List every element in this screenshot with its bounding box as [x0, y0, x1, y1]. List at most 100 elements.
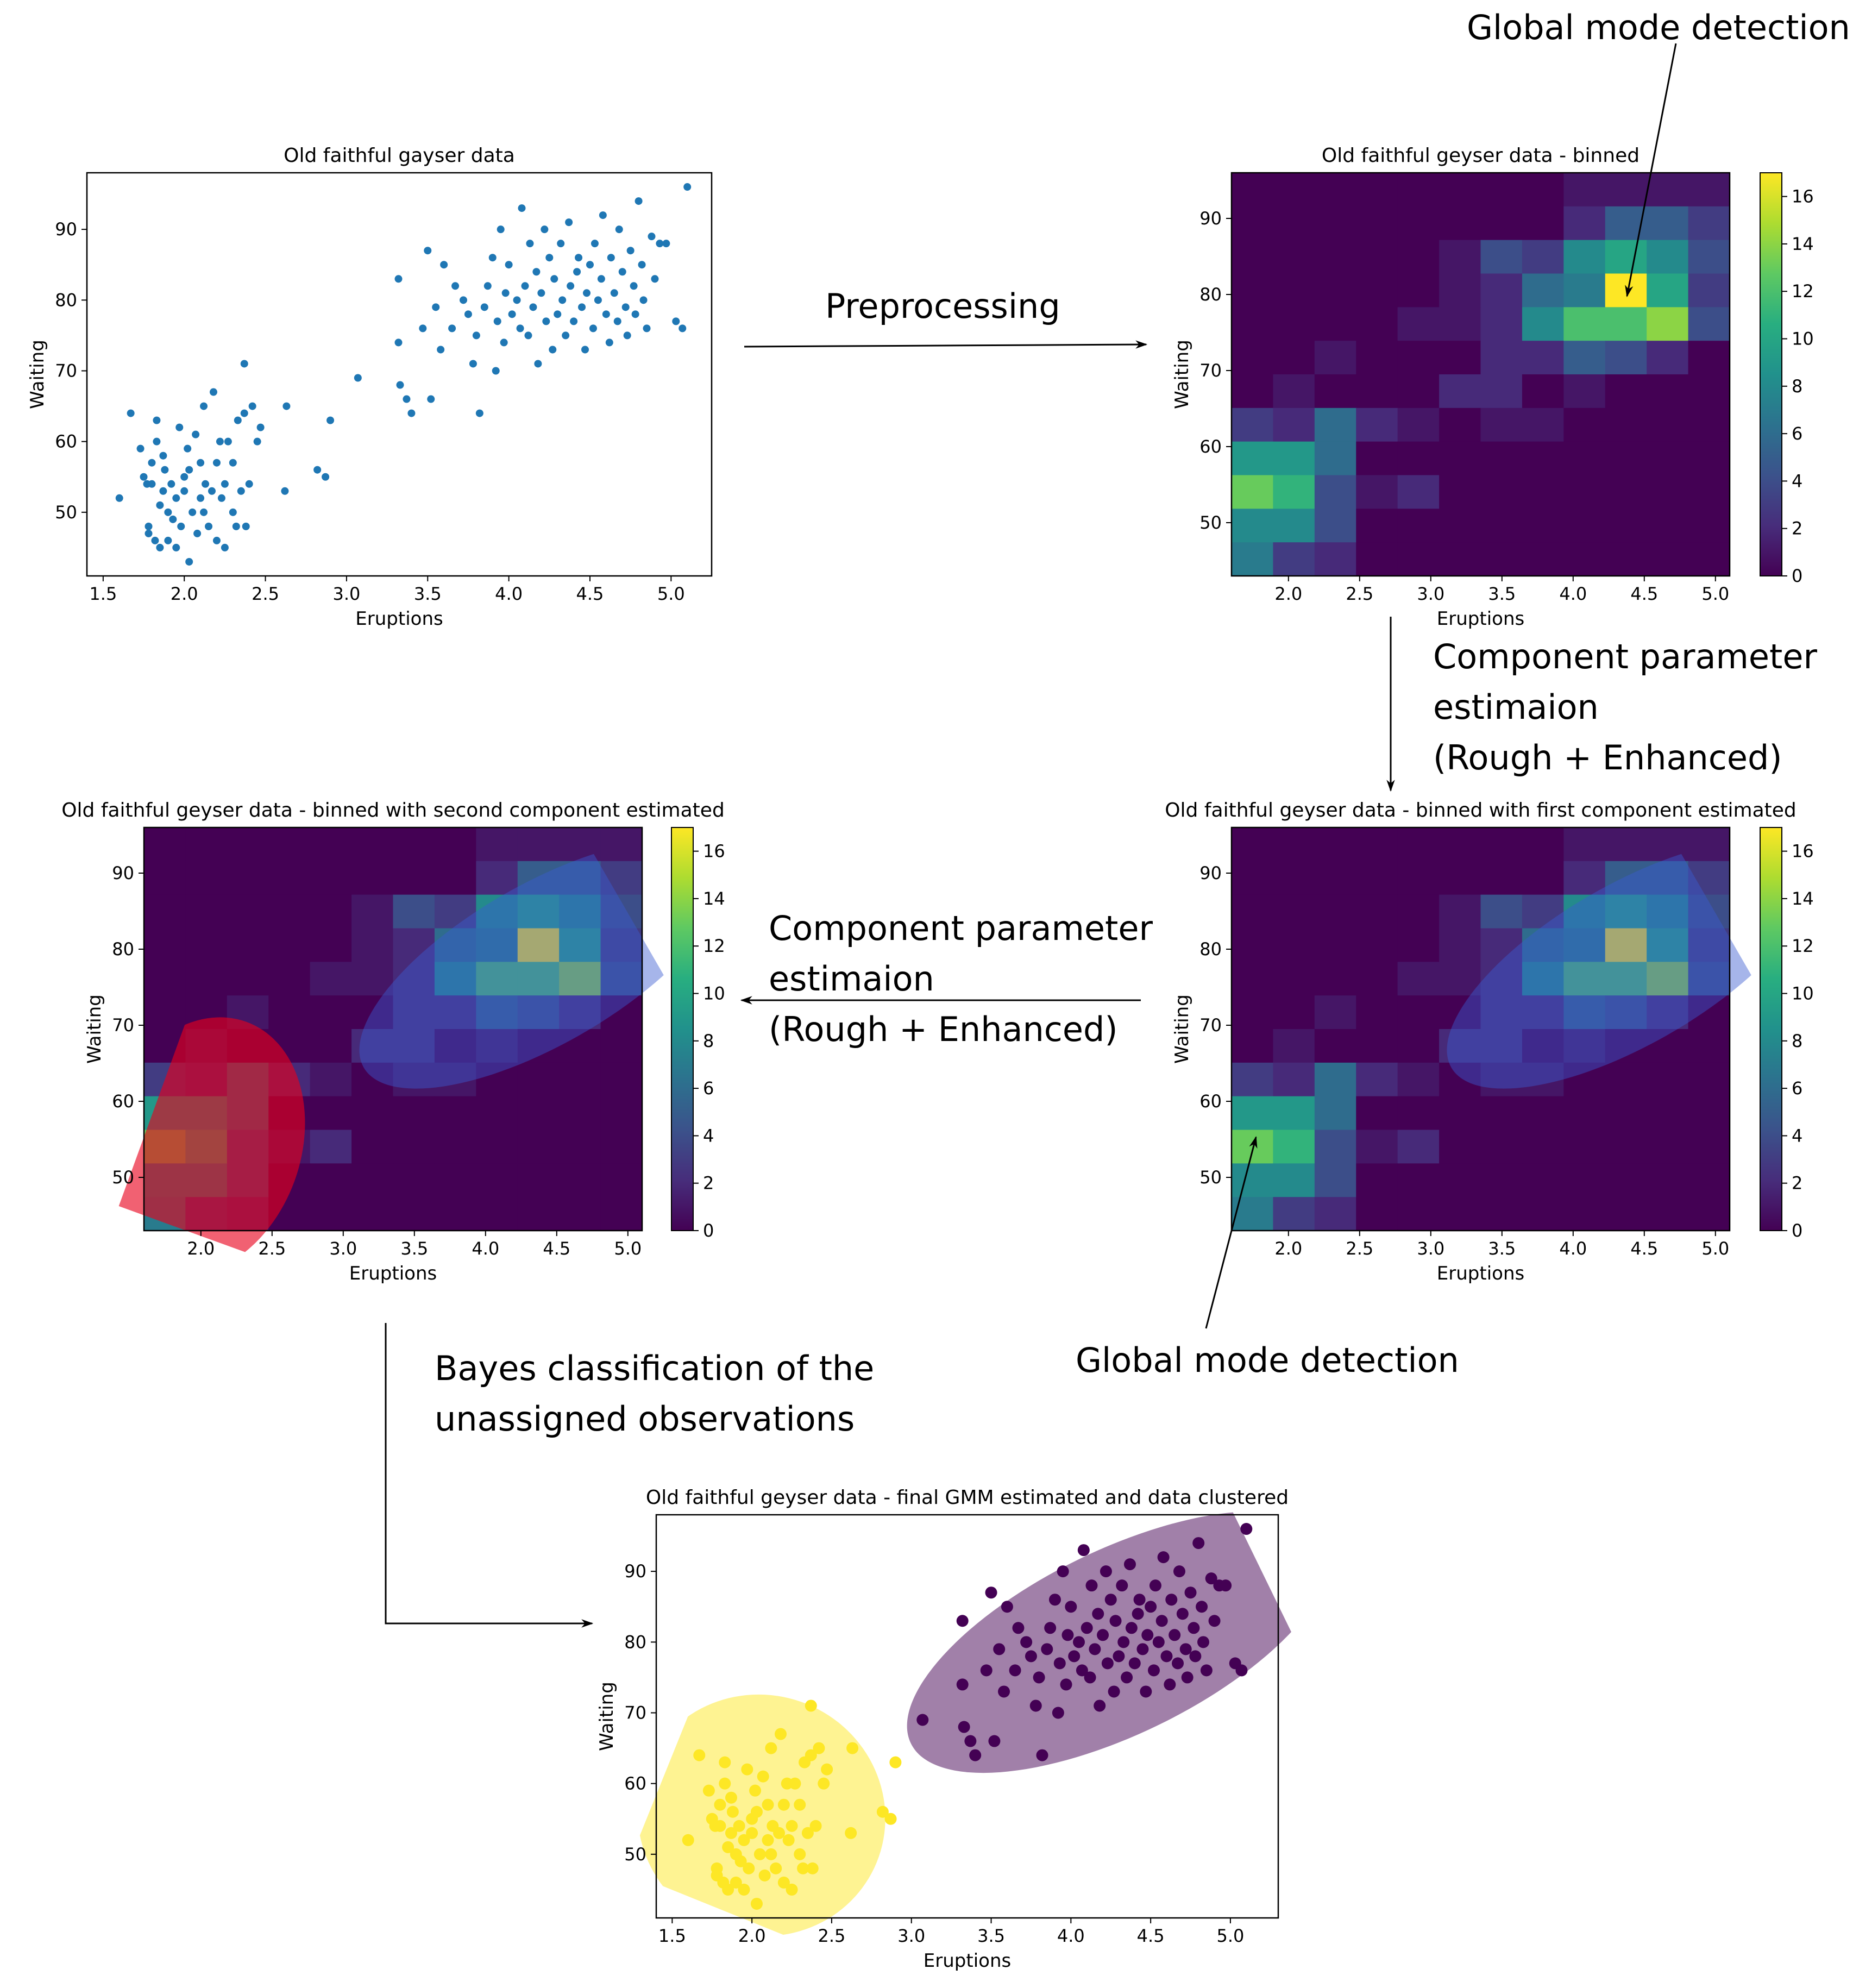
heatmap-cell — [1688, 1096, 1730, 1131]
y-tick-label: 70 — [112, 1015, 134, 1036]
colorbar-gradient — [1760, 172, 1782, 576]
heatmap-cell — [476, 1197, 518, 1231]
heatmap-cell — [1439, 1130, 1481, 1164]
heatmap-cell — [1480, 407, 1523, 442]
heatmap-cell — [1314, 307, 1356, 341]
data-point — [1160, 1650, 1173, 1663]
heatmap-cell — [310, 962, 352, 996]
data-point — [554, 310, 562, 318]
x-axis-label: Eruptions — [1437, 608, 1524, 630]
heatmap-cell — [185, 928, 228, 962]
heatmap-cell — [600, 1130, 643, 1164]
heatmap-cell — [1563, 1096, 1606, 1131]
cpe-middle-line3: (Rough + Enhanced) — [769, 1009, 1118, 1049]
heatmap-cell — [1647, 206, 1689, 241]
data-point — [683, 183, 692, 191]
heatmap-cell — [1688, 475, 1730, 509]
data-point — [253, 437, 261, 446]
data-point — [1041, 1643, 1053, 1655]
heatmap-cell — [1563, 307, 1606, 341]
x-tick-label: 5.0 — [1701, 1238, 1729, 1259]
heatmap-cell — [1439, 509, 1481, 543]
data-point — [1189, 1650, 1202, 1663]
heatmap-cell — [393, 1197, 435, 1231]
heatmap-cell — [1232, 827, 1274, 862]
heatmap-cell — [1647, 542, 1689, 576]
data-point — [185, 557, 193, 566]
heatmap-cell — [1356, 441, 1398, 476]
heatmap-cell — [1480, 307, 1523, 341]
y-axis-label: Waiting — [84, 994, 105, 1064]
heatmap-cell — [1605, 374, 1647, 409]
heatmap-cell — [1273, 206, 1315, 241]
heatmap-cell — [1605, 509, 1647, 543]
data-point — [770, 1862, 782, 1874]
heatmap-cell — [1397, 273, 1440, 308]
heatmap-binned — [1232, 173, 1730, 576]
heatmap-cell — [559, 894, 601, 929]
data-point — [200, 402, 208, 410]
x-tick-label: 4.0 — [1559, 584, 1587, 604]
heatmap-cell — [1522, 307, 1564, 341]
heatmap-cell — [393, 894, 435, 929]
colorbar-gradient — [1760, 827, 1782, 1231]
data-point — [615, 225, 623, 234]
heatmap-cell — [1647, 173, 1689, 207]
heatmap-cell — [476, 928, 518, 962]
data-point — [212, 459, 221, 467]
colorbar-tick-label: 8 — [1792, 376, 1802, 397]
heatmap-cell — [1522, 928, 1564, 962]
heatmap-cell — [1688, 1029, 1730, 1063]
heatmap-cell — [1480, 894, 1523, 929]
heatmap-cell — [268, 928, 311, 962]
y-tick-label: 70 — [55, 360, 77, 381]
x-tick-label: 4.5 — [1630, 1238, 1658, 1259]
heatmap-cell — [1480, 509, 1523, 543]
heatmap-cell — [1605, 861, 1647, 895]
data-point — [786, 1820, 798, 1832]
heatmap-cell — [1522, 1130, 1564, 1164]
heatmap-cell — [1397, 509, 1440, 543]
heatmap-cell — [1647, 407, 1689, 442]
heatmap-cell — [1356, 1062, 1398, 1097]
data-point — [672, 317, 680, 325]
axes-first: 2.0 2.5 3.0 3.5 4.0 4.5 5.0 50 60 70 80 90 Old faith… — [1165, 799, 1797, 1284]
data-point — [1068, 1650, 1081, 1663]
data-point — [281, 487, 289, 495]
preprocessing-label: Preprocessing — [825, 286, 1060, 326]
heatmap-cell — [1232, 928, 1274, 962]
data-point — [1029, 1699, 1042, 1712]
data-point — [1149, 1579, 1161, 1592]
data-point — [180, 487, 189, 495]
heatmap-cell — [1647, 307, 1689, 341]
heatmap-cell — [1314, 894, 1356, 929]
data-point — [805, 1749, 817, 1761]
data-point — [541, 225, 549, 234]
data-point — [1184, 1586, 1197, 1599]
data-point — [1117, 1636, 1130, 1648]
data-point — [159, 451, 167, 460]
data-point — [136, 444, 145, 453]
heatmap-cell — [393, 827, 435, 862]
heatmap-cell — [1605, 1029, 1647, 1063]
heatmap-cell — [1522, 441, 1564, 476]
heatmap-cell — [1647, 1096, 1689, 1131]
data-point — [240, 409, 248, 417]
heatmap-cell — [1688, 509, 1730, 543]
heatmap-cell — [1605, 1096, 1647, 1131]
data-point — [153, 437, 161, 446]
heatmap-cell — [1605, 407, 1647, 442]
heatmap-cell — [1563, 240, 1606, 274]
heatmap-cell — [1397, 475, 1440, 509]
data-point — [589, 324, 597, 333]
heatmap-cell — [351, 995, 394, 1030]
data-point — [607, 254, 615, 262]
heatmap-cell — [1397, 1130, 1440, 1164]
data-point — [440, 261, 448, 269]
data-point — [180, 473, 189, 481]
heatmap-cell — [517, 827, 560, 862]
heatmap-cell — [1232, 240, 1274, 274]
heatmap-cell — [559, 1197, 601, 1231]
data-point — [702, 1784, 715, 1797]
